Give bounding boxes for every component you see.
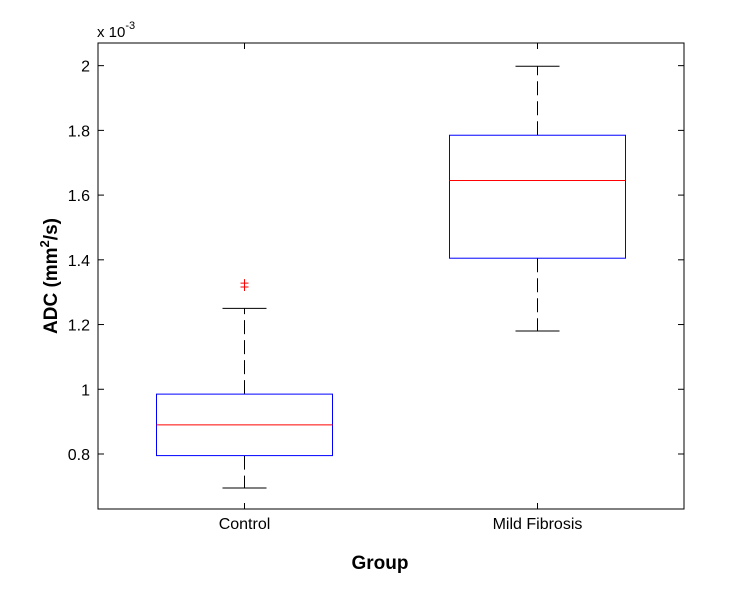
y-axis-label-sup: 2 — [37, 240, 52, 247]
y-axis-label-main: ADC (mm — [41, 247, 62, 334]
iqr-box — [449, 134, 626, 259]
y-tick-label: 1.2 — [68, 318, 90, 335]
x-axis-ticks: Control Mild Fibrosis — [219, 43, 583, 533]
y-tick-label: 0.8 — [68, 447, 90, 464]
x-axis-label: Group — [352, 553, 409, 574]
y-axis-label-tail: /s) — [41, 218, 62, 240]
y-tick-label: 1 — [81, 382, 90, 399]
box-mild-fibrosis — [449, 65, 626, 332]
exponent-base: x 10 — [97, 24, 125, 41]
y-tick-label: 1.6 — [68, 188, 90, 205]
outlier-marker — [240, 279, 249, 288]
exponent-label: x 10-3 — [97, 20, 135, 41]
y-tick-label: 1.4 — [68, 253, 90, 270]
plot-area — [97, 42, 685, 510]
x-tick-label: Control — [219, 516, 271, 533]
y-tick-label: 1.8 — [68, 123, 90, 140]
box-control — [156, 279, 333, 489]
x-tick-label: Mild Fibrosis — [493, 516, 583, 533]
y-axis-label: ADC (mm2/s) — [37, 218, 62, 334]
boxes-group — [156, 65, 626, 489]
y-tick-label: 2 — [81, 59, 90, 76]
y-axis-ticks: 0.8 1 1.2 1.4 1.6 1.8 2 — [68, 59, 684, 464]
exponent-power: -3 — [125, 20, 135, 32]
